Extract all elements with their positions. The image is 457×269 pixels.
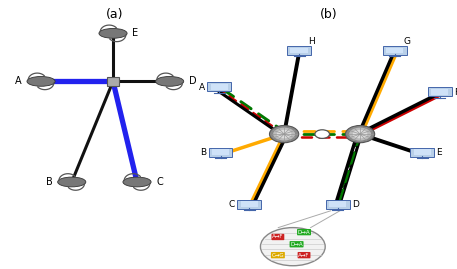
- Text: A: A: [15, 76, 22, 86]
- FancyBboxPatch shape: [107, 77, 119, 86]
- Text: A: A: [199, 83, 205, 92]
- Text: D→A: D→A: [290, 242, 303, 247]
- Text: E: E: [436, 148, 442, 157]
- FancyBboxPatch shape: [207, 83, 231, 91]
- Text: C→G: C→G: [271, 253, 284, 258]
- Text: D: D: [352, 200, 359, 209]
- FancyBboxPatch shape: [209, 148, 233, 157]
- FancyBboxPatch shape: [212, 149, 229, 155]
- Text: C: C: [228, 200, 235, 209]
- FancyBboxPatch shape: [428, 87, 452, 96]
- Ellipse shape: [99, 29, 127, 38]
- Text: A→F: A→F: [298, 253, 310, 258]
- Text: B: B: [46, 177, 53, 187]
- Text: E: E: [132, 28, 138, 38]
- Circle shape: [345, 125, 375, 143]
- FancyBboxPatch shape: [241, 201, 258, 207]
- Text: H: H: [308, 37, 314, 46]
- Text: D→A: D→A: [298, 230, 310, 235]
- FancyBboxPatch shape: [431, 89, 448, 95]
- FancyBboxPatch shape: [414, 149, 431, 155]
- FancyBboxPatch shape: [386, 48, 404, 54]
- Circle shape: [353, 130, 367, 138]
- FancyBboxPatch shape: [326, 200, 350, 209]
- Circle shape: [349, 128, 371, 141]
- Circle shape: [270, 125, 299, 143]
- FancyBboxPatch shape: [287, 46, 311, 55]
- Text: D: D: [189, 76, 197, 86]
- Circle shape: [315, 130, 329, 138]
- Text: (b): (b): [320, 8, 338, 21]
- FancyBboxPatch shape: [329, 201, 346, 207]
- FancyBboxPatch shape: [237, 200, 261, 209]
- Text: C: C: [156, 177, 163, 187]
- Text: A→F: A→F: [272, 235, 284, 239]
- Circle shape: [277, 130, 292, 138]
- FancyBboxPatch shape: [410, 148, 434, 157]
- Ellipse shape: [27, 76, 55, 86]
- Text: F: F: [454, 88, 457, 97]
- Circle shape: [273, 128, 295, 141]
- Text: B: B: [200, 148, 206, 157]
- Ellipse shape: [123, 177, 151, 187]
- Text: G: G: [404, 37, 411, 46]
- FancyBboxPatch shape: [291, 48, 308, 54]
- Text: (a): (a): [106, 8, 123, 21]
- Circle shape: [260, 228, 325, 266]
- Ellipse shape: [58, 177, 86, 187]
- FancyBboxPatch shape: [211, 84, 228, 90]
- Ellipse shape: [155, 76, 184, 86]
- FancyBboxPatch shape: [383, 46, 407, 55]
